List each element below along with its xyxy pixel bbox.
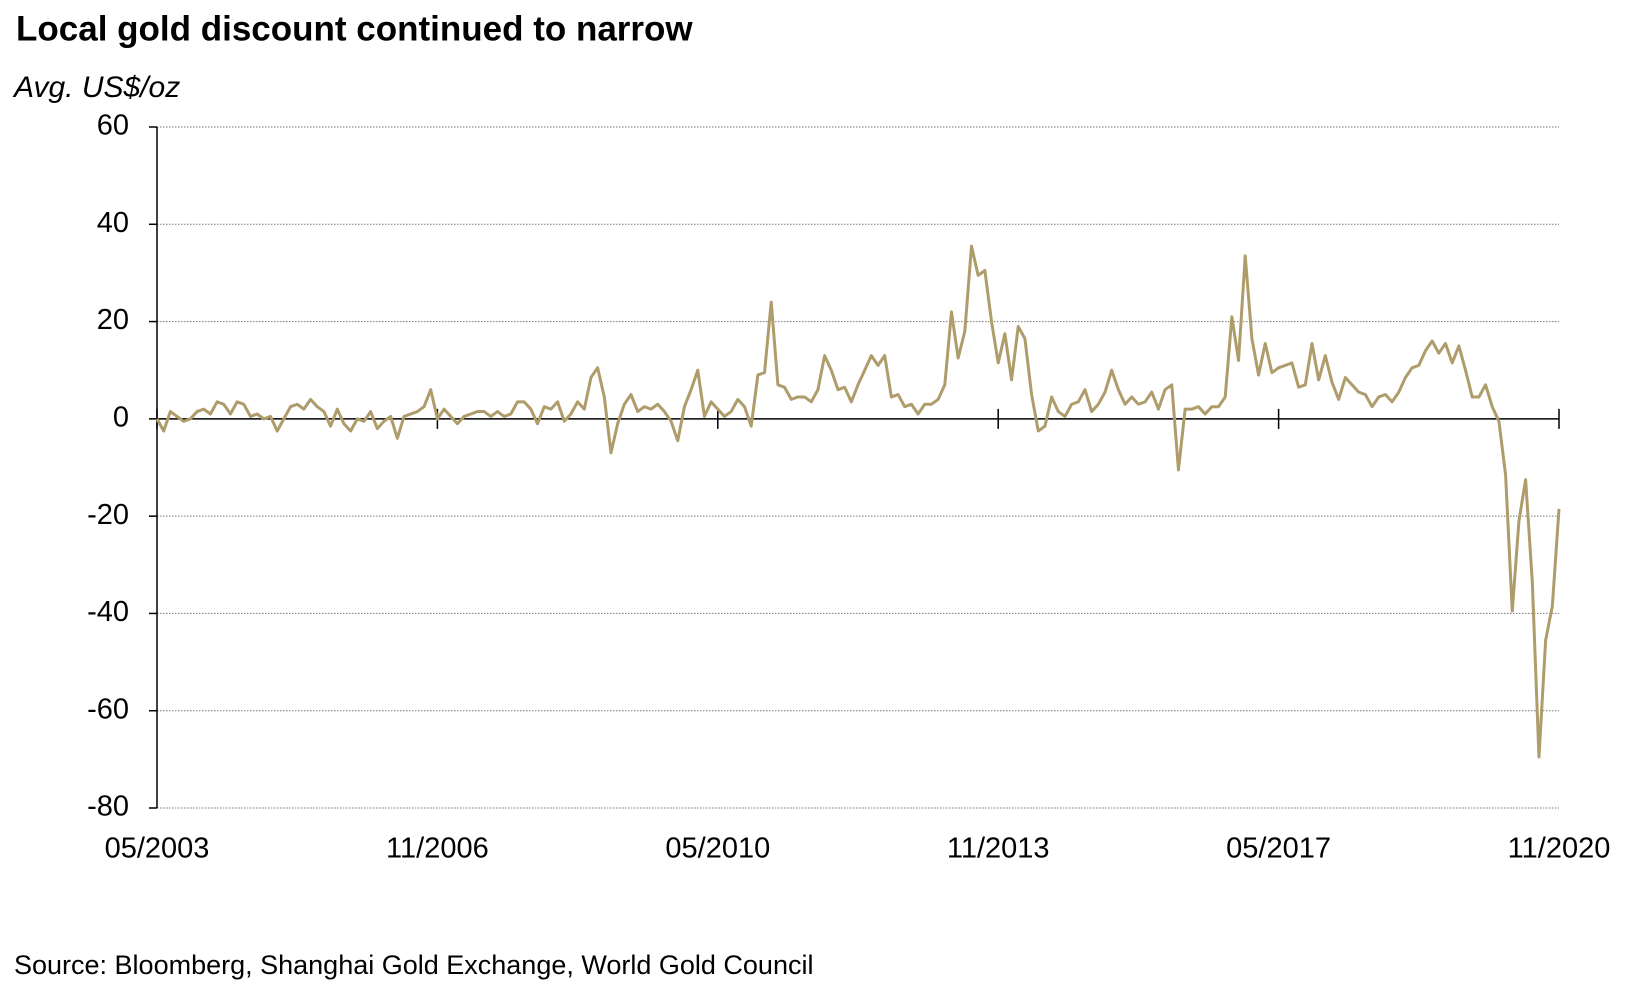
x-tick-label: 05/2003 [105, 833, 210, 865]
y-tick-label: -60 [87, 693, 129, 725]
data-line [155, 244, 1561, 759]
y-tick-label: 40 [97, 207, 129, 239]
y-tick-label: -80 [87, 791, 129, 823]
source-note: Source: Bloomberg, Shanghai Gold Exchang… [14, 950, 813, 980]
x-tick-label: 11/2013 [947, 833, 1050, 865]
x-tick-label: 05/2010 [665, 833, 770, 865]
y-tick-label: -20 [87, 499, 129, 531]
chart-title: Local gold discount continued to narrow [16, 9, 693, 48]
x-tick-label: 11/2006 [386, 833, 489, 865]
y-tick-label: 60 [97, 110, 129, 142]
x-tick-label: 05/2017 [1226, 833, 1331, 865]
y-axis-label: Avg. US$/oz [12, 71, 180, 104]
x-tick-label: 11/2020 [1508, 833, 1611, 865]
y-tick-label: 0 [113, 402, 129, 434]
y-tick-label: 20 [97, 304, 129, 336]
y-tick-label: -40 [87, 596, 129, 628]
